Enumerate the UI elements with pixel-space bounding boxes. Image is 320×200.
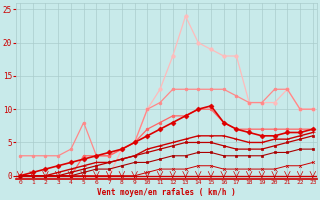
X-axis label: Vent moyen/en rafales ( km/h ): Vent moyen/en rafales ( km/h ) bbox=[97, 188, 236, 197]
